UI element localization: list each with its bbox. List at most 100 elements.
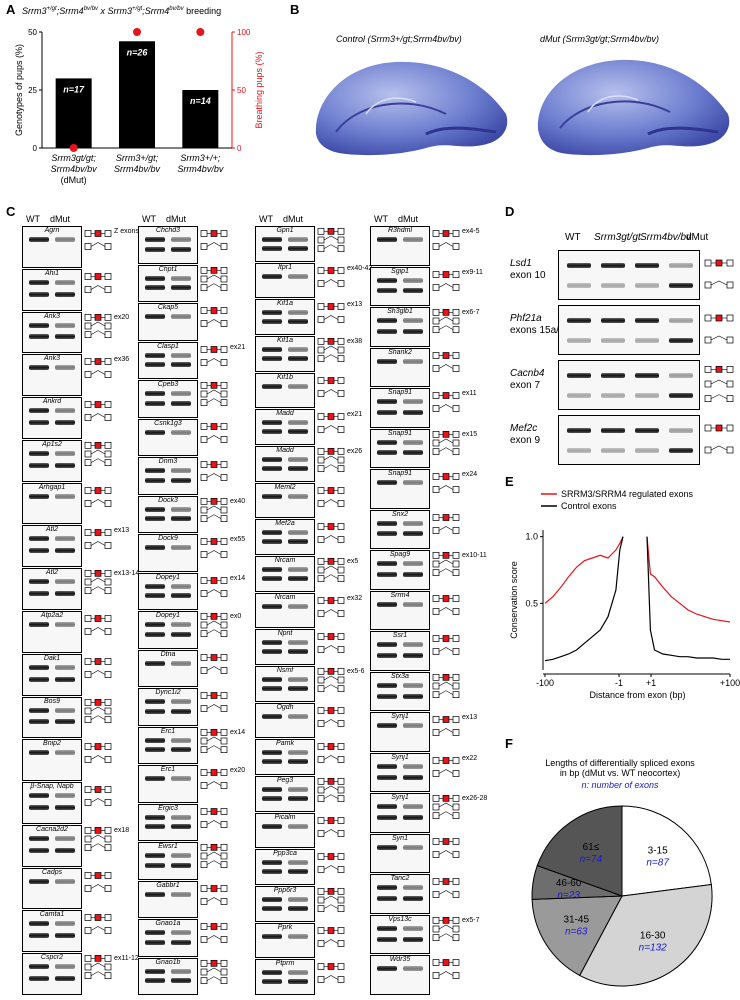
gel-band — [29, 933, 49, 939]
e-xlabel: Distance from exon (bp) — [589, 690, 685, 700]
skip-line — [438, 811, 454, 817]
exon-structure-icon — [200, 728, 228, 753]
control-brain-section-image — [315, 61, 508, 156]
gel-band — [403, 653, 423, 658]
exon-structure-icon — [317, 596, 345, 617]
exon-box — [200, 630, 208, 638]
gel-band — [29, 719, 49, 725]
exon-annotation: ex13 — [347, 301, 363, 309]
skip-line — [90, 321, 106, 326]
skip-line — [90, 541, 106, 547]
skip-line — [438, 404, 454, 409]
skip-line — [90, 926, 106, 932]
gel-image: Madd — [255, 409, 315, 445]
exon-structure-icon — [200, 959, 228, 984]
exon-annotation: ex13-14 — [114, 570, 140, 578]
exon-structure-icon — [432, 270, 460, 291]
gel-band — [55, 719, 75, 725]
panel-e-label: E — [505, 474, 514, 489]
gel-band — [669, 373, 693, 378]
skip-line — [438, 728, 454, 734]
gel-band — [171, 362, 191, 368]
gel-band — [171, 237, 191, 242]
exon-structure-icon — [84, 313, 112, 338]
exon-box — [200, 861, 208, 869]
gel-band — [29, 419, 49, 425]
exon-structure-icon — [84, 914, 112, 935]
exon-box — [104, 715, 112, 723]
gel-gene-label: Sgip1 — [391, 267, 409, 275]
exon-box — [220, 976, 228, 984]
exon-structure-icon — [317, 266, 345, 287]
gel-band — [377, 844, 397, 850]
gel-image: Kif1a — [255, 336, 315, 372]
alt-exon-box — [715, 259, 723, 267]
exon-structure-icon — [432, 878, 460, 899]
exon-structure-icon — [432, 716, 460, 737]
gel-band — [145, 699, 165, 704]
gel-band — [669, 448, 693, 453]
exon-structure-icon — [200, 497, 228, 522]
exon-structure-icon — [317, 413, 345, 434]
a-category-label: Srrm3+/+; — [180, 153, 221, 163]
gel-band — [288, 319, 308, 325]
gel-band — [145, 593, 165, 599]
gel-band — [403, 966, 423, 972]
a-bar-n-label: n=26 — [127, 47, 149, 57]
gel-band — [377, 439, 397, 445]
skip-line — [710, 445, 728, 451]
a-y2tick-label: 0 — [237, 144, 242, 153]
gel-gene-label: Atl2 — [45, 569, 59, 577]
e-legend-label: SRRM3/SRRM4 regulated exons — [561, 489, 694, 499]
gel-band — [288, 640, 308, 646]
gel-band — [262, 420, 282, 426]
exon-annotation: ex22 — [462, 754, 478, 762]
gel-gene-label: Itpr1 — [277, 263, 292, 271]
gel-gene-label: Ppp3ca — [273, 850, 297, 858]
gel-band — [145, 968, 165, 974]
gel-image: Ssr1 — [370, 631, 430, 671]
gel-band — [171, 400, 191, 406]
skip-line — [90, 714, 106, 720]
gel-band — [635, 338, 659, 343]
skip-line — [90, 498, 106, 504]
gel-band — [171, 468, 191, 473]
gel-gene-label: Cacna2d2 — [36, 825, 68, 833]
exon-structure-icon — [704, 365, 734, 403]
gel-band — [403, 358, 423, 364]
control-title: Control (Srrm3+/gt;Srrm4bv/bv) — [336, 34, 462, 44]
gel-image: Syn1 — [370, 833, 430, 874]
gel-band — [171, 824, 191, 830]
gel-band — [145, 246, 165, 252]
exon-structure-icon — [200, 345, 228, 366]
gel-band — [262, 869, 282, 875]
gel-band — [29, 964, 49, 970]
skip-line — [323, 345, 339, 351]
exon-structure-icon — [317, 853, 345, 874]
gel-gene-label: Clasp1 — [157, 342, 179, 350]
exon-box — [220, 861, 228, 869]
exon-structure-icon — [432, 756, 460, 777]
gel-band — [377, 571, 397, 577]
a-category-label: Srrm4bv/bv — [177, 164, 224, 174]
skip-line — [90, 413, 106, 418]
skip-line — [438, 890, 454, 896]
gel-band — [29, 408, 49, 414]
panel-a-label: A — [6, 2, 16, 17]
gel-band — [262, 795, 282, 801]
d-exon-label: exon 10 — [510, 270, 546, 281]
alt-exon-box — [715, 365, 723, 373]
d-gel-image — [558, 415, 700, 465]
skip-line — [323, 904, 339, 909]
exon-annotation: ex32 — [347, 594, 363, 602]
d-header-dmut: dMut — [686, 232, 709, 243]
exon-structure-icon — [84, 871, 112, 892]
skip-line — [438, 647, 454, 653]
gel-band — [145, 978, 165, 984]
panel-b-label: B — [290, 2, 300, 17]
skip-line — [206, 242, 222, 247]
skip-line — [710, 394, 728, 399]
d-header-srrm3: Srrm3gt/gt — [594, 232, 641, 243]
gel-band — [171, 891, 191, 897]
a-category-label: Srrm3gt/gt; — [51, 153, 96, 163]
